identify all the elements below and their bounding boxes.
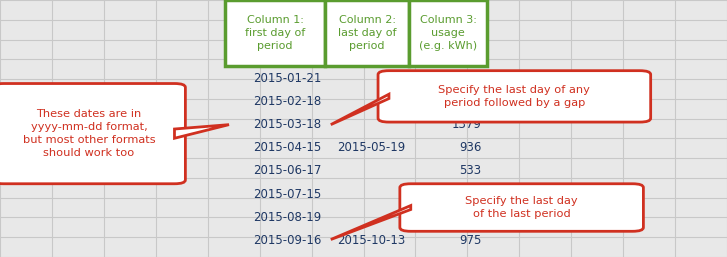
Text: 2015-05-19: 2015-05-19: [337, 141, 406, 154]
Polygon shape: [331, 94, 389, 125]
FancyBboxPatch shape: [400, 184, 643, 231]
Text: 510: 510: [459, 188, 481, 200]
Text: 1379: 1379: [451, 118, 481, 131]
Text: 1821: 1821: [451, 72, 481, 85]
Text: 2015-04-15: 2015-04-15: [253, 141, 321, 154]
FancyBboxPatch shape: [225, 0, 325, 66]
FancyBboxPatch shape: [0, 84, 185, 184]
Text: 2015-09-16: 2015-09-16: [253, 234, 321, 247]
FancyBboxPatch shape: [378, 71, 651, 122]
FancyBboxPatch shape: [325, 0, 409, 66]
Text: 1708: 1708: [451, 95, 481, 108]
Text: 2015-01-21: 2015-01-21: [253, 72, 321, 85]
Text: 2015-07-15: 2015-07-15: [253, 188, 321, 200]
Text: Column 1:
first day of
period: Column 1: first day of period: [245, 15, 305, 51]
Text: 2015-02-18: 2015-02-18: [253, 95, 321, 108]
Polygon shape: [331, 206, 411, 240]
Text: 936: 936: [459, 141, 481, 154]
Text: 975: 975: [459, 234, 481, 247]
Polygon shape: [174, 125, 229, 138]
Text: 2015-08-19: 2015-08-19: [253, 211, 321, 224]
Text: Column 2:
last day of
period: Column 2: last day of period: [338, 15, 396, 51]
Text: 2015-10-13: 2015-10-13: [337, 234, 406, 247]
FancyBboxPatch shape: [409, 0, 487, 66]
Text: Specify the last day
of the last period: Specify the last day of the last period: [465, 196, 578, 219]
Text: 533: 533: [459, 164, 481, 177]
Text: Specify the last day of any
period followed by a gap: Specify the last day of any period follo…: [438, 85, 590, 108]
Text: 2015-06-17: 2015-06-17: [253, 164, 321, 177]
Text: 714: 714: [459, 211, 481, 224]
Text: 2015-03-18: 2015-03-18: [253, 118, 321, 131]
Text: Column 3:
usage
(e.g. kWh): Column 3: usage (e.g. kWh): [419, 15, 477, 51]
Text: These dates are in
yyyy-mm-dd format,
but most other formats
should work too: These dates are in yyyy-mm-dd format, bu…: [23, 109, 156, 158]
